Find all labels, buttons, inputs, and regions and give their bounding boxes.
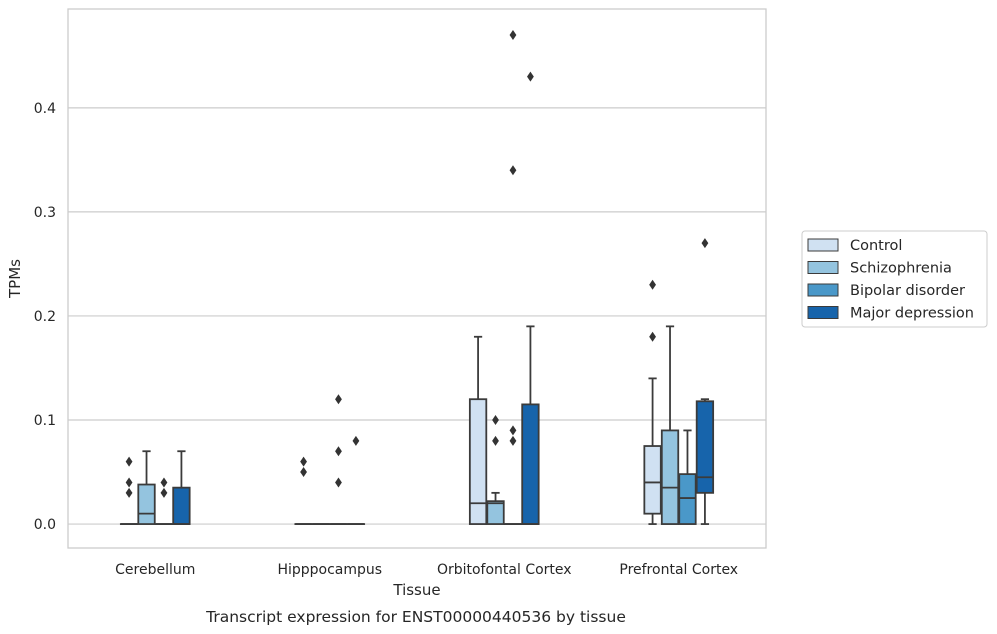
box-control xyxy=(294,456,313,525)
outlier-point xyxy=(509,30,517,41)
box-control xyxy=(119,456,139,525)
legend-entry-label: Major depression xyxy=(850,306,974,322)
outlier-point xyxy=(160,487,168,498)
y-tick-label: 0.3 xyxy=(34,205,56,221)
y-tick-label: 0.4 xyxy=(34,101,56,117)
legend-swatch xyxy=(807,306,839,319)
legend-swatch xyxy=(807,283,839,297)
outlier-point xyxy=(160,477,168,488)
box-major-depression xyxy=(521,71,540,525)
box-bipolar-disorder xyxy=(503,30,523,525)
box-body xyxy=(643,445,662,515)
x-axis-ticks: Cerebellum Hipppocampus Orbitofontal Corte… xyxy=(115,562,738,578)
outlier-point xyxy=(492,435,499,446)
legend: Control Schizophrenia Bipolar disorder Majo… xyxy=(801,230,988,328)
box-major-depression xyxy=(695,238,715,525)
x-axis-label: Tissue xyxy=(392,581,440,599)
box-body xyxy=(486,500,505,525)
box-major-depression xyxy=(346,435,366,525)
outlier-point xyxy=(649,279,656,290)
outlier-point xyxy=(125,477,133,488)
box-schizophrenia xyxy=(137,450,156,525)
outlier-point xyxy=(335,446,342,457)
x-tick-label: Cerebellum xyxy=(115,562,195,578)
box-bipolar-disorder xyxy=(329,394,348,525)
outlier-point xyxy=(701,238,709,249)
legend-entry-label: Schizophrenia xyxy=(850,261,952,277)
box-major-depression xyxy=(172,450,191,525)
legend-frame xyxy=(801,230,988,328)
box-bipolar-disorder xyxy=(678,429,697,525)
outlier-point xyxy=(649,331,656,342)
outlier-point xyxy=(509,425,517,436)
outlier-point xyxy=(335,394,342,405)
legend-swatch xyxy=(807,261,839,274)
legend-swatch xyxy=(807,238,839,252)
chart-caption: Transcript expression for ENST0000044053… xyxy=(205,608,626,626)
x-tick-label: Prefrontal Cortex xyxy=(619,562,738,578)
box-schizophrenia xyxy=(660,325,680,525)
outlier-point xyxy=(509,165,517,176)
box-body xyxy=(137,483,156,525)
outlier-point xyxy=(300,456,307,467)
box-body xyxy=(468,398,488,525)
box-body xyxy=(695,400,715,494)
box-schizophrenia xyxy=(486,415,505,525)
outlier-point xyxy=(300,467,307,478)
outlier-point xyxy=(509,435,517,446)
box-bipolar-disorder xyxy=(154,477,174,525)
box-body xyxy=(660,429,680,525)
y-axis-label: TPMs xyxy=(6,259,24,299)
y-tick-label: 0.1 xyxy=(34,413,56,429)
legend-entry-label: Bipolar disorder xyxy=(850,283,965,299)
box-body xyxy=(678,473,697,525)
plot-area-frame xyxy=(67,8,767,549)
y-tick-label: 0.2 xyxy=(34,309,56,325)
outlier-point xyxy=(125,456,133,467)
legend-entry-label: Control xyxy=(850,238,902,254)
x-tick-label: Hipppocampus xyxy=(277,562,382,578)
outlier-point xyxy=(125,487,133,498)
box-body xyxy=(521,403,540,525)
outlier-point xyxy=(492,415,499,426)
box-control xyxy=(643,279,662,525)
outlier-point xyxy=(352,435,360,446)
outlier-point xyxy=(335,477,342,488)
y-tick-label: 0.0 xyxy=(34,517,56,533)
boxes-layer xyxy=(119,30,715,525)
x-tick-label: Orbitofontal Cortex xyxy=(437,562,572,578)
y-axis-ticks: 0.0 0.1 0.2 0.3 0.4 xyxy=(34,101,56,533)
outlier-point xyxy=(527,71,534,82)
box-body xyxy=(172,486,191,525)
box-control xyxy=(468,335,488,525)
